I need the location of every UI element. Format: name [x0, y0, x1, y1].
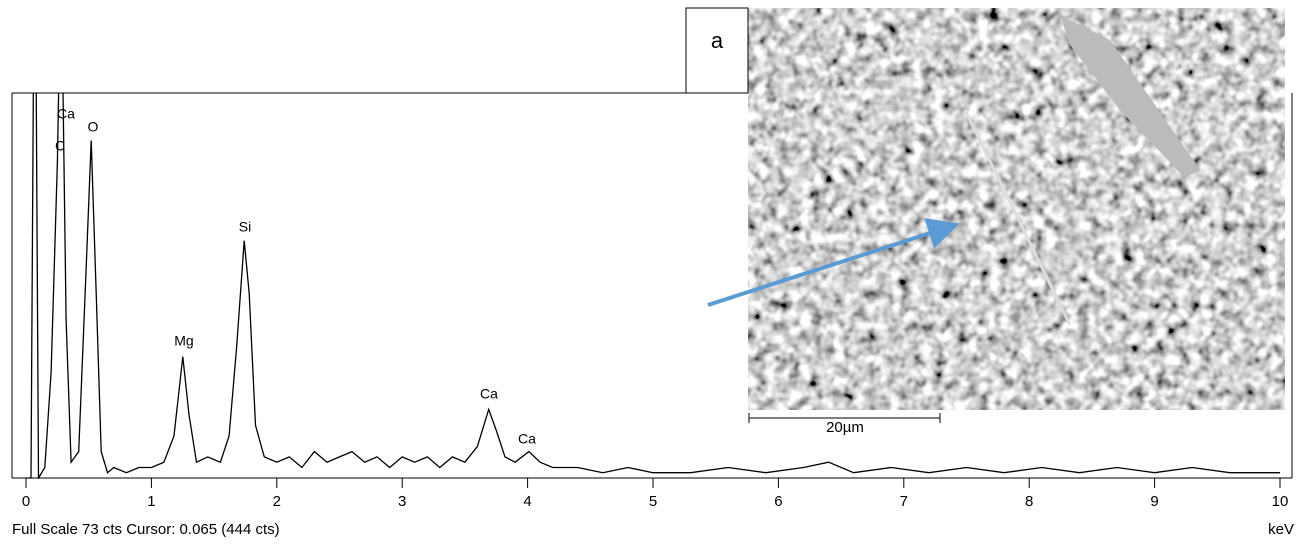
sem-flake [1060, 15, 1200, 178]
peak-label: C [55, 138, 65, 154]
x-axis-unit: keV [1268, 521, 1294, 538]
peak-label: Ca [518, 431, 536, 447]
peak-label: Ca [57, 106, 75, 122]
x-tick-label: 0 [22, 493, 30, 510]
x-tick-label: 5 [649, 493, 657, 510]
inset-label-box [685, 7, 749, 94]
inset-label: a [711, 28, 724, 53]
status-text: Full Scale 73 cts Cursor: 0.065 (444 cts… [12, 521, 280, 538]
plot-area [26, 93, 1280, 479]
scale-bar-label: 20µm [826, 419, 864, 436]
peak-label: Ca [480, 386, 498, 402]
sem-image [748, 8, 1285, 410]
x-tick-label: 9 [1150, 493, 1158, 510]
x-tick-label: 8 [1025, 493, 1033, 510]
x-tick-label: 10 [1272, 493, 1289, 510]
peak-label: Si [239, 219, 251, 235]
sem-fiber [963, 109, 1072, 326]
x-tick-label: 4 [523, 493, 531, 510]
x-tick-label: 7 [900, 493, 908, 510]
peak-label: O [88, 119, 99, 135]
x-tick-label: 2 [273, 493, 281, 510]
peak-label: Mg [174, 333, 193, 349]
x-tick-label: 1 [147, 493, 155, 510]
pointer-arrow [707, 218, 960, 307]
spectrum-line [26, 93, 1280, 479]
x-tick-label: 6 [774, 493, 782, 510]
x-tick-label: 3 [398, 493, 406, 510]
